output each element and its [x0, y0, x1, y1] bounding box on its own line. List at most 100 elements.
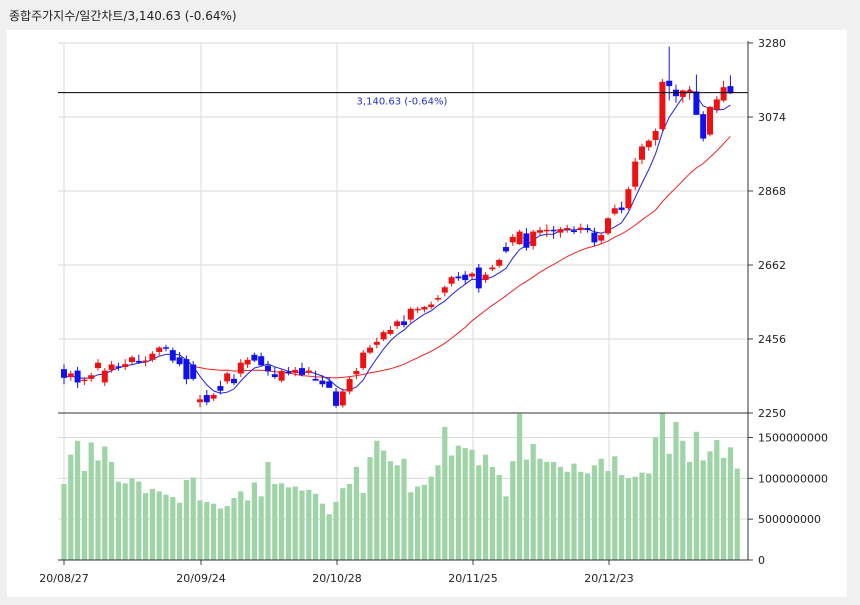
volume-bar [122, 483, 128, 560]
volume-bar [449, 455, 455, 560]
candle-down [401, 321, 407, 325]
volume-bar [632, 476, 638, 560]
volume-bar [197, 500, 203, 560]
volume-bar [353, 466, 359, 560]
volume-bar [496, 475, 502, 560]
volume-bar [462, 448, 468, 560]
volume-bar [333, 502, 339, 560]
candle-up [210, 395, 217, 399]
candle-up [387, 330, 394, 334]
candle-up [88, 375, 95, 379]
candle-down [190, 364, 197, 379]
volume-bar [605, 470, 611, 560]
volume-bar [659, 413, 665, 560]
candle-down [176, 357, 183, 365]
candle-down [217, 386, 224, 391]
volume-bar [313, 493, 319, 560]
volume-bar [224, 506, 230, 560]
candle-down [265, 365, 271, 372]
candle-up [373, 341, 380, 345]
candle-up [142, 360, 149, 363]
candle-down [693, 91, 700, 115]
price-tick-label: 3074 [758, 111, 786, 124]
candle-up [360, 352, 367, 369]
candle-down [326, 381, 333, 388]
volume-bar [571, 463, 577, 560]
candle-down [462, 274, 469, 281]
volume-bar [88, 442, 94, 560]
volume-bar [109, 462, 115, 560]
date-tick-label: 20/08/27 [39, 572, 88, 585]
volume-bar [666, 453, 672, 560]
volume-bar [394, 465, 400, 560]
volume-bar [721, 457, 727, 560]
candle-down [727, 86, 734, 94]
volume-bar [75, 440, 81, 560]
volume-bar [517, 413, 523, 560]
volume-bar [639, 472, 645, 560]
volume-bar [367, 457, 373, 560]
volume-bar [421, 484, 427, 560]
price-tick-label: 2868 [758, 185, 786, 198]
candle-up [516, 231, 523, 245]
volume-bar [551, 462, 557, 560]
volume-bar [523, 459, 529, 560]
candle-up [428, 304, 435, 308]
volume-bar [619, 475, 625, 560]
volume-bar [68, 454, 74, 560]
volume-bar [442, 426, 448, 560]
volume-tick-label: 0 [758, 554, 765, 567]
candle-up [95, 362, 101, 369]
candle-down [135, 360, 142, 363]
candle-down [271, 374, 278, 378]
candle-down [584, 228, 591, 230]
candle-down [319, 380, 326, 385]
candle-up [469, 273, 475, 277]
candle-up [659, 81, 666, 130]
volume-bar [489, 466, 495, 560]
price-tick-label: 2456 [758, 333, 786, 346]
volume-bar [415, 486, 421, 560]
volume-bar [292, 486, 298, 560]
candle-up [543, 229, 550, 232]
candle-up [292, 369, 299, 373]
volume-bar [455, 445, 461, 560]
candle-down [666, 80, 673, 87]
volume-bar [510, 461, 516, 560]
volume-bar [700, 460, 706, 560]
candle-up [81, 379, 88, 382]
candle-up [713, 99, 720, 110]
candle-down [163, 347, 169, 349]
volume-bar [129, 478, 135, 560]
volume-bar [707, 451, 713, 560]
candle-up [441, 287, 448, 293]
candle-down [74, 370, 81, 383]
volume-bar [537, 458, 543, 560]
candle-up [108, 364, 115, 370]
volume-bar [177, 502, 183, 560]
candle-down [231, 378, 237, 384]
volume-tick-label: 1000000000 [758, 472, 828, 485]
volume-bar [673, 421, 679, 560]
volume-bar [360, 493, 366, 560]
candle-up [530, 231, 537, 246]
chart-title: 종합주가지수/일간차트/3,140.63 (-0.64%) [9, 9, 237, 23]
volume-bar [231, 497, 237, 560]
volume-bar [476, 465, 482, 560]
candle-up [652, 131, 659, 140]
candle-up [564, 228, 571, 230]
candle-up [197, 399, 203, 403]
volume-bar [61, 484, 67, 560]
volume-bar [115, 481, 121, 560]
date-tick-label: 20/12/23 [584, 572, 633, 585]
candle-up [346, 378, 353, 392]
volume-bar [653, 437, 659, 560]
volume-bar [211, 503, 217, 560]
volume-bar [408, 492, 414, 560]
volume-bar [279, 483, 285, 560]
candle-up [482, 274, 489, 281]
volume-bar [347, 484, 353, 560]
current-price-label: 3,140.63 (-0.64%) [357, 97, 448, 108]
volume-bar [258, 496, 264, 560]
